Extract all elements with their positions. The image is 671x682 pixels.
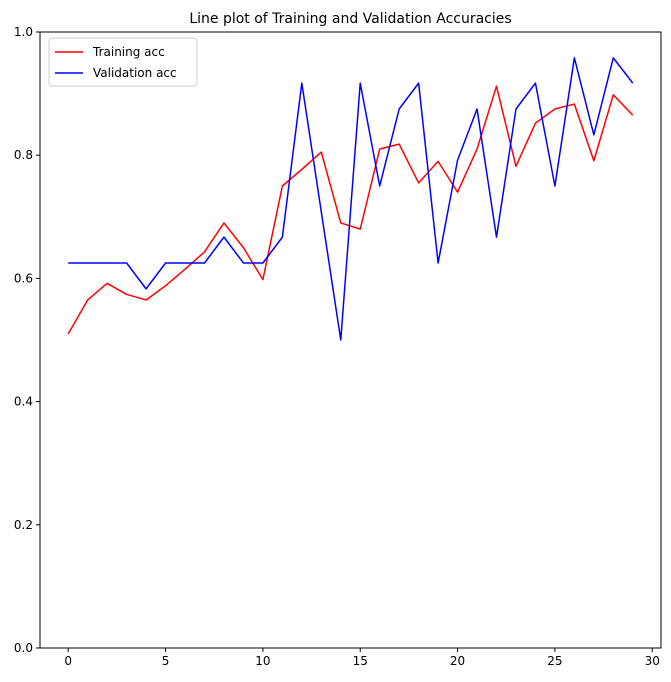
legend: Training acc Validation acc <box>48 37 198 87</box>
plot-frame <box>39 31 662 649</box>
legend-box <box>48 37 198 87</box>
x-tick-label: 10 <box>255 654 270 668</box>
x-tick-label: 25 <box>547 654 562 668</box>
y-tick-label: 0.0 <box>14 641 33 655</box>
legend-label: Training acc <box>92 45 165 59</box>
x-tick-label: 15 <box>353 654 368 668</box>
x-tick-label: 0 <box>64 654 72 668</box>
legend-label: Validation acc <box>93 66 177 80</box>
y-tick-label: 0.2 <box>14 518 33 532</box>
x-tick-label: 20 <box>450 654 465 668</box>
y-tick-label: 0.6 <box>14 271 33 285</box>
chart-title: Line plot of Training and Validation Acc… <box>189 11 511 27</box>
y-tick-label: 0.4 <box>14 395 33 409</box>
x-tick-label: 5 <box>162 654 170 668</box>
y-axis: 0.0 0.2 0.4 0.6 0.8 1.0 <box>14 25 40 655</box>
x-tick-label: 30 <box>645 654 660 668</box>
x-axis: 0 5 10 15 20 25 30 <box>64 648 660 668</box>
series-layer <box>67 57 634 341</box>
y-tick-label: 1.0 <box>14 25 33 39</box>
series-line-training-acc <box>67 85 634 335</box>
y-tick-label: 0.8 <box>14 148 33 162</box>
series-line-validation-acc <box>68 57 634 341</box>
